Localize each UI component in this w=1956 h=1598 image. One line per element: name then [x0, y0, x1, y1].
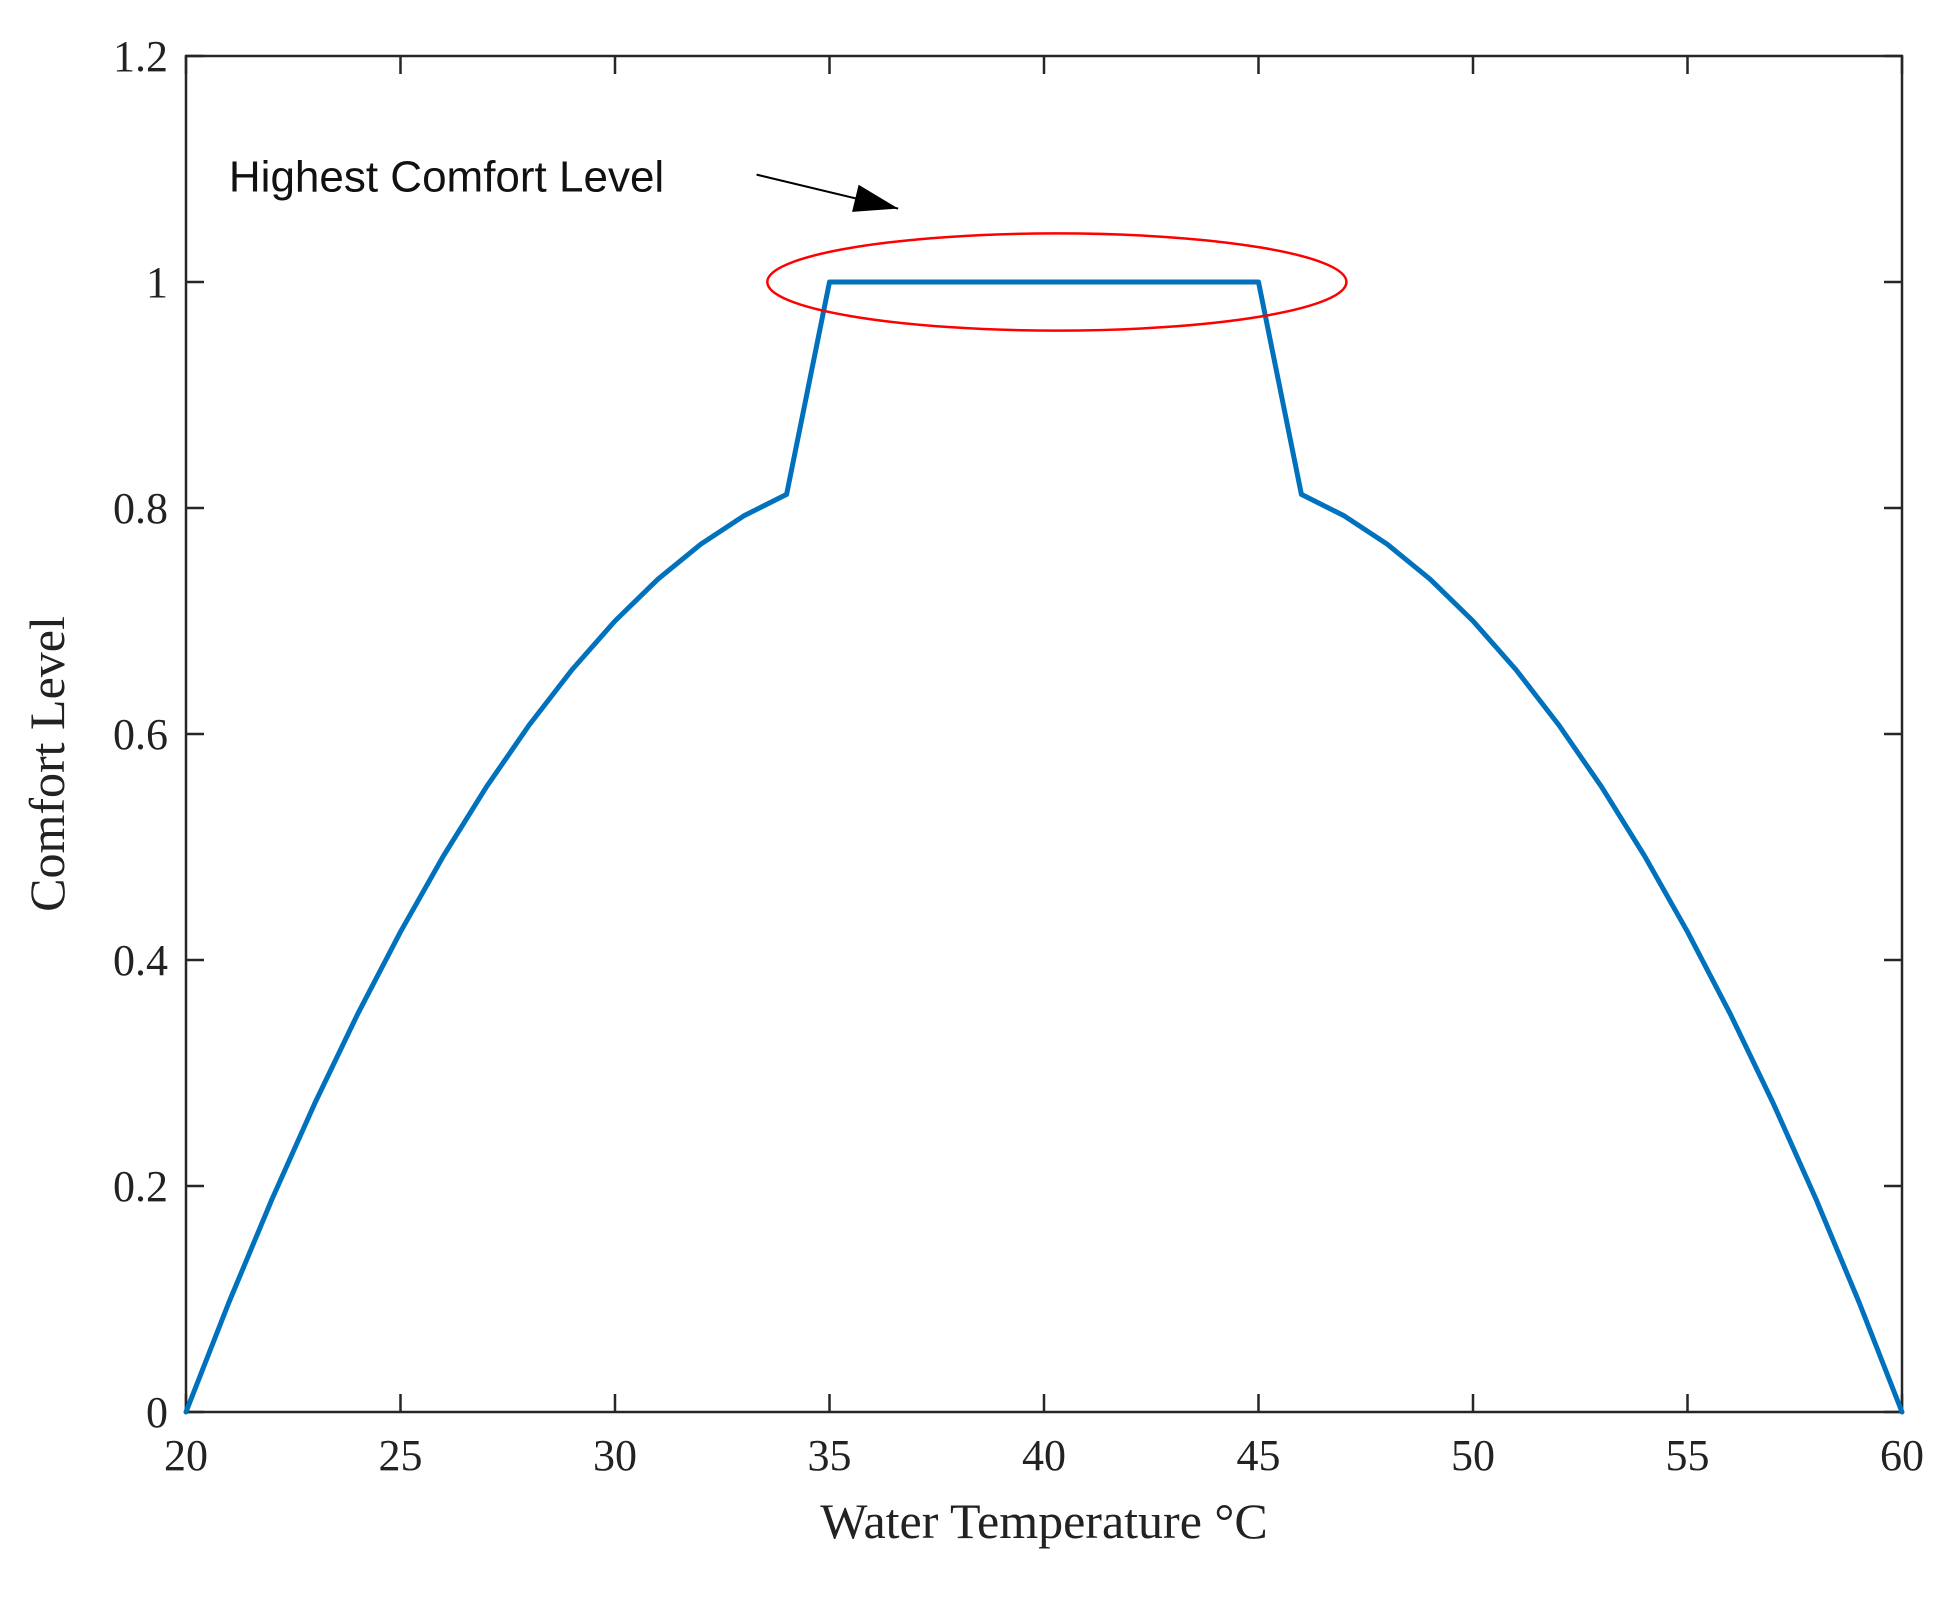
x-tick-label: 20	[164, 1431, 208, 1480]
x-tick-label: 45	[1237, 1431, 1281, 1480]
y-tick-label: 1.2	[113, 32, 168, 81]
y-tick-label: 0.4	[113, 936, 168, 985]
x-axis-title: Water Temperature °C	[820, 1493, 1267, 1549]
x-axis: 20 25 30 35 40 45 50 55 60	[164, 56, 1924, 1480]
x-tick-label: 30	[593, 1431, 637, 1480]
annotation-arrow-head	[852, 184, 899, 212]
series-line	[183, 279, 1905, 1415]
y-axis-title: Comfort Level	[19, 616, 75, 912]
y-tick-label: 0.8	[113, 484, 168, 533]
y-tick-label: 0.6	[113, 710, 168, 759]
x-tick-label: 35	[808, 1431, 852, 1480]
annotation-layer: Highest Comfort Level	[229, 153, 1348, 332]
x-tick-label: 55	[1666, 1431, 1710, 1480]
x-tick-label: 40	[1022, 1431, 1066, 1480]
y-tick-label: 0	[146, 1388, 168, 1437]
plot-area-box	[184, 54, 1904, 1414]
series-layer	[183, 279, 1905, 1415]
highlight-ellipse	[766, 232, 1348, 332]
annotation-text: Highest Comfort Level	[229, 153, 664, 202]
x-tick-label: 50	[1451, 1431, 1495, 1480]
x-tick-label: 25	[379, 1431, 423, 1480]
axes-frame	[184, 54, 1904, 1414]
y-tick-label: 1	[146, 258, 168, 307]
y-tick-label: 0.2	[113, 1162, 168, 1211]
x-tick-label: 60	[1880, 1431, 1924, 1480]
y-axis: 0 0.2 0.4 0.6 0.8 1 1.2	[113, 32, 1902, 1437]
